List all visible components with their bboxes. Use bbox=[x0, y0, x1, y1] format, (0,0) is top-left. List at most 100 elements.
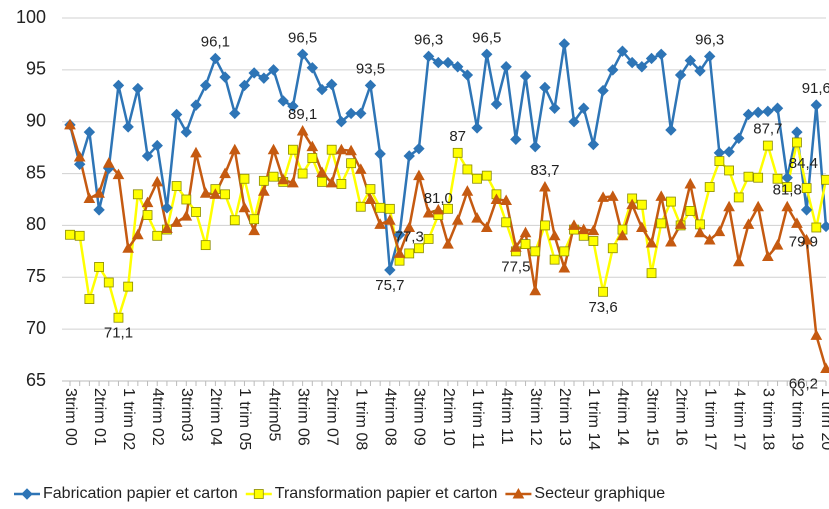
point bbox=[451, 214, 464, 225]
point bbox=[132, 82, 144, 95]
point bbox=[539, 81, 551, 94]
point bbox=[674, 218, 687, 229]
data-label: 96,1 bbox=[201, 33, 230, 50]
x-tick-label: 3trim 00 bbox=[62, 388, 79, 446]
point bbox=[248, 224, 261, 236]
point bbox=[762, 140, 773, 151]
legend-label: Secteur graphique bbox=[534, 485, 665, 502]
point bbox=[674, 69, 687, 81]
x-tick-label: 4trim 14 bbox=[614, 388, 631, 446]
y-tick-label: 100 bbox=[16, 7, 46, 27]
x-tick-label: 1 trim 20 bbox=[818, 388, 829, 450]
data-label: 75,7 bbox=[375, 277, 404, 294]
point bbox=[336, 179, 347, 189]
point bbox=[645, 52, 658, 65]
point bbox=[132, 189, 143, 200]
y-tick-label: 75 bbox=[26, 266, 46, 286]
point bbox=[141, 150, 154, 162]
legend-label: Transformation papier et carton bbox=[275, 485, 498, 502]
data-label: 87 bbox=[449, 128, 466, 145]
point bbox=[781, 200, 794, 212]
x-tick-label: 4trim 08 bbox=[382, 388, 399, 446]
x-tick-label: 2trim 07 bbox=[323, 388, 340, 446]
point bbox=[811, 222, 822, 233]
point bbox=[791, 217, 803, 228]
point bbox=[792, 137, 802, 148]
point bbox=[771, 102, 784, 114]
data-label: 83,7 bbox=[530, 162, 559, 179]
point bbox=[413, 142, 425, 155]
point bbox=[355, 107, 367, 120]
x-tick-label: 2trim 13 bbox=[556, 388, 573, 446]
point bbox=[540, 220, 550, 231]
point bbox=[645, 237, 658, 248]
point bbox=[800, 233, 813, 245]
point bbox=[500, 61, 512, 73]
data-label: 79,9 bbox=[789, 233, 818, 250]
point bbox=[365, 184, 376, 195]
point bbox=[656, 218, 667, 229]
data-label: 96,3 bbox=[414, 31, 443, 48]
point bbox=[316, 166, 328, 178]
point bbox=[229, 107, 241, 120]
point bbox=[742, 218, 755, 229]
x-tick-label: 3trim 09 bbox=[411, 388, 428, 446]
point bbox=[170, 216, 183, 227]
point bbox=[151, 175, 164, 187]
point bbox=[112, 79, 125, 92]
point bbox=[325, 176, 338, 188]
point bbox=[509, 241, 522, 252]
point bbox=[519, 70, 532, 82]
x-tick-label: 3trim03 bbox=[178, 388, 195, 441]
point bbox=[655, 190, 668, 201]
point bbox=[83, 126, 96, 138]
point bbox=[306, 62, 319, 74]
point bbox=[404, 248, 415, 259]
y-tick-label: 70 bbox=[26, 318, 46, 338]
point bbox=[219, 71, 231, 83]
point bbox=[181, 194, 192, 205]
point bbox=[743, 171, 754, 182]
point bbox=[684, 177, 697, 189]
point bbox=[84, 294, 95, 304]
point bbox=[190, 99, 202, 111]
point bbox=[307, 153, 318, 163]
point bbox=[123, 281, 134, 292]
legend-marker bbox=[21, 488, 33, 500]
point bbox=[317, 176, 327, 187]
point bbox=[616, 229, 629, 241]
point bbox=[723, 200, 735, 212]
point bbox=[432, 56, 445, 69]
y-tick-label: 80 bbox=[26, 214, 46, 234]
point bbox=[742, 108, 755, 121]
point bbox=[414, 243, 424, 254]
point bbox=[723, 146, 735, 158]
point bbox=[703, 233, 716, 245]
point bbox=[665, 235, 677, 247]
point bbox=[636, 61, 648, 73]
point bbox=[277, 173, 290, 185]
point bbox=[772, 173, 783, 184]
point bbox=[422, 206, 435, 218]
y-tick-label: 85 bbox=[26, 162, 46, 182]
point bbox=[462, 164, 473, 175]
point bbox=[821, 174, 829, 185]
y-tick-label: 90 bbox=[26, 110, 46, 130]
point bbox=[520, 239, 531, 249]
point bbox=[587, 224, 600, 236]
data-label: 77,5 bbox=[501, 258, 530, 275]
point bbox=[635, 221, 648, 233]
point bbox=[548, 229, 561, 241]
point bbox=[122, 242, 135, 253]
point bbox=[112, 168, 125, 180]
point bbox=[161, 222, 173, 234]
point bbox=[820, 362, 829, 374]
point bbox=[771, 239, 784, 250]
x-tick-label: 4trim 02 bbox=[149, 388, 166, 446]
point bbox=[568, 219, 580, 230]
legend-marker bbox=[253, 489, 264, 499]
point bbox=[65, 229, 75, 240]
point bbox=[239, 173, 250, 184]
point bbox=[724, 165, 734, 176]
series-line bbox=[69, 141, 828, 323]
